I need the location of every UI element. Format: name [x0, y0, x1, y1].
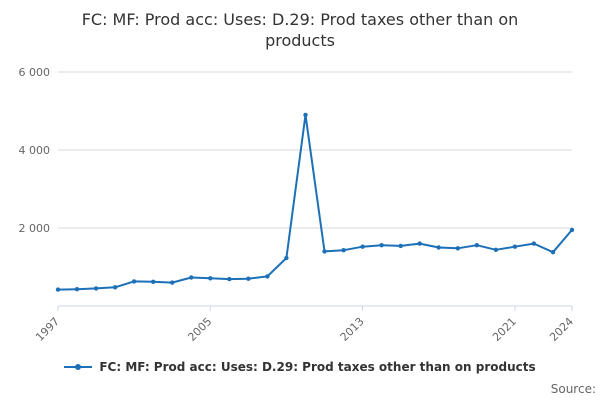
svg-text:2013: 2013	[338, 315, 367, 344]
source-label: Source:	[550, 382, 596, 396]
chart-title: FC: MF: Prod acc: Uses: D.29: Prod taxes…	[81, 10, 519, 50]
svg-text:2005: 2005	[185, 315, 214, 344]
svg-text:4 000: 4 000	[19, 144, 51, 157]
svg-text:2024: 2024	[547, 315, 576, 344]
legend[interactable]: FC: MF: Prod acc: Uses: D.29: Prod taxes…	[0, 356, 600, 378]
svg-text:1997: 1997	[33, 315, 62, 344]
svg-text:2021: 2021	[490, 315, 519, 344]
legend-series-label: FC: MF: Prod acc: Uses: D.29: Prod taxes…	[99, 360, 536, 374]
svg-text:2 000: 2 000	[19, 222, 51, 235]
line-chart-plot-area: 2 000 4 000 6 000 1997 2005 2013 2021 2024	[19, 66, 577, 344]
svg-text:6 000: 6 000	[19, 66, 51, 79]
legend-line-marker-icon	[64, 364, 93, 370]
